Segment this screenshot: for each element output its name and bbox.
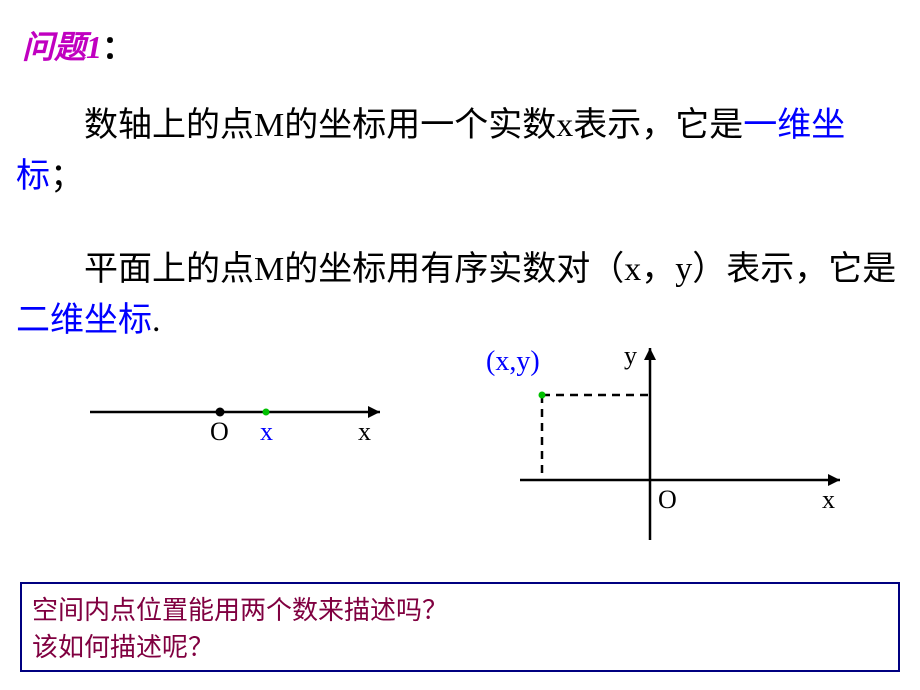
coord-label-xy: (x,y) bbox=[486, 346, 540, 377]
point-x-dot bbox=[263, 409, 270, 416]
point-xy-dot bbox=[539, 392, 546, 399]
qbox-line1: 空间内点位置能用两个数来描述吗？ bbox=[32, 590, 888, 627]
p2-t3: . bbox=[152, 302, 161, 339]
x-axis-label: x bbox=[822, 485, 835, 514]
paragraph-2: 平面上的点M的坐标用有序实数对（x，y）表示，它是二维坐标. bbox=[16, 244, 906, 346]
section-title: 问题1： bbox=[22, 22, 134, 68]
diagram-2d-plane: (x,y) y x O bbox=[450, 340, 870, 560]
paragraph-1: 数轴上的点M的坐标用一个实数x表示，它是一维坐标； bbox=[16, 100, 886, 202]
title-text: 问题1 bbox=[22, 29, 102, 65]
p1-indent bbox=[16, 107, 84, 144]
p2-t1: 平面上的点M的坐标用有序实数对（x，y）表示，它是 bbox=[84, 251, 896, 288]
p1-t3: ； bbox=[50, 158, 84, 195]
p1-t1: 数轴上的点M的坐标用一个实数x表示，它是 bbox=[84, 107, 743, 144]
axis-label-1d: x bbox=[358, 417, 371, 446]
origin-label-1d: O bbox=[210, 417, 229, 446]
point-x-label-1d: x bbox=[260, 417, 273, 446]
y-axis-arrow bbox=[644, 348, 656, 360]
title-colon: ： bbox=[102, 29, 134, 65]
p2-highlight: 二维坐标 bbox=[16, 302, 152, 339]
origin-label-2d: O bbox=[658, 485, 677, 514]
question-box: 空间内点位置能用两个数来描述吗？ 该如何描述呢？ bbox=[20, 582, 900, 672]
origin-dot bbox=[216, 408, 225, 417]
diagram-1d-number-line: O x x bbox=[80, 390, 400, 460]
y-axis-label: y bbox=[624, 341, 637, 370]
p2-indent bbox=[16, 251, 84, 288]
qbox-line2: 该如何描述呢？ bbox=[32, 627, 888, 664]
